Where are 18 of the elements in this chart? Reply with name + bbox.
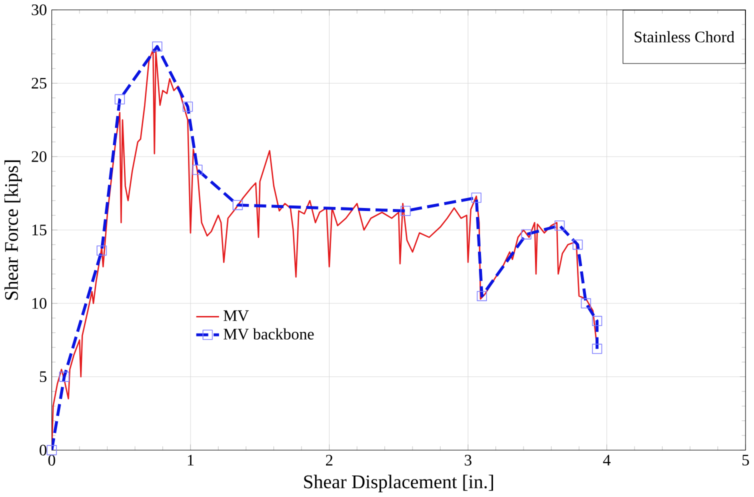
x-tick-label: 0: [48, 454, 56, 466]
x-tick-label: 3: [464, 454, 472, 466]
legend-label: MV backbone: [224, 328, 314, 340]
legend-label: MV: [224, 310, 249, 322]
y-tick-label: 5: [40, 372, 46, 382]
x-axis-title: Shear Displacement [in.]: [304, 474, 494, 492]
y-axis-title: Shear Force [kips]: [4, 160, 22, 300]
y-tick-label: 0: [40, 444, 46, 456]
y-tick-label: 15: [32, 224, 46, 236]
y-tick-label: 20: [32, 151, 46, 162]
x-tick-label: 2: [326, 454, 332, 466]
x-tick-label: 4: [603, 454, 611, 466]
y-tick-label: 10: [32, 298, 46, 309]
annotation: Stainless Chord: [634, 31, 734, 43]
x-tick-label: 5: [742, 454, 749, 466]
y-tick-label: 25: [32, 78, 46, 89]
y-tick-label: 30: [32, 4, 46, 16]
x-tick-label: 1: [188, 455, 194, 466]
